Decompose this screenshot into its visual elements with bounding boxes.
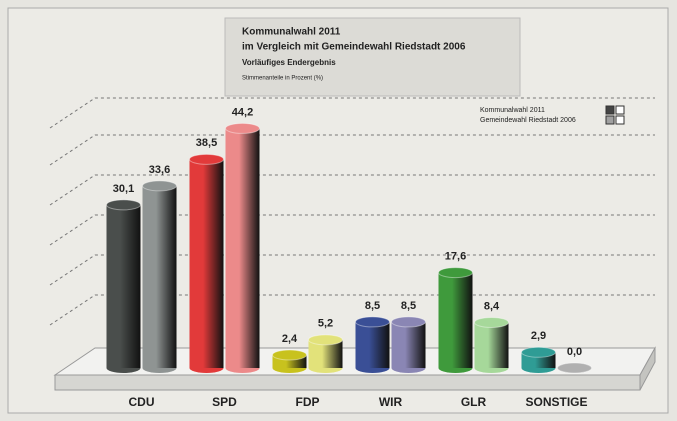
- legend-label: Kommunalwahl 2011: [480, 107, 545, 114]
- bar-top: [391, 316, 426, 328]
- bar-top: [557, 362, 592, 374]
- value-label: 33,6: [149, 164, 170, 176]
- bar: [189, 159, 224, 368]
- value-label: 2,4: [282, 333, 298, 345]
- bar-top: [142, 180, 177, 192]
- legend-label: Gemeindewahl Riedstadt 2006: [480, 117, 576, 124]
- x-tick-label: WIR: [379, 395, 403, 409]
- value-label: 44,2: [232, 106, 253, 118]
- value-label: 38,5: [196, 137, 217, 149]
- x-tick-label: GLR: [461, 395, 487, 409]
- value-label: 8,5: [401, 300, 416, 312]
- value-label: 2,9: [531, 330, 546, 342]
- background-grid: [49, 97, 655, 326]
- value-label: 0,0: [567, 346, 582, 358]
- bar: [438, 272, 473, 368]
- bar: [391, 321, 426, 368]
- value-label: 8,4: [484, 300, 500, 312]
- bar-top: [225, 122, 260, 134]
- bar-top: [521, 346, 556, 358]
- value-label: 30,1: [113, 183, 134, 195]
- legend-swatch: [605, 105, 615, 115]
- chart-title: Kommunalwahl 2011: [242, 27, 341, 38]
- chart-note: Vorläufiges Endergebnis: [242, 58, 336, 67]
- x-tick-label: CDU: [129, 395, 155, 409]
- bar: [474, 322, 509, 368]
- bar-top: [438, 267, 473, 279]
- title-box: [224, 17, 521, 97]
- bar-top: [189, 153, 224, 165]
- floor-side: [639, 346, 656, 391]
- value-label: 17,6: [445, 251, 466, 263]
- value-label: 5,2: [318, 318, 333, 330]
- bar-top: [474, 316, 509, 328]
- x-tick-label: SPD: [212, 395, 237, 409]
- legend-swatch: [615, 115, 625, 125]
- bar-top: [272, 349, 307, 361]
- x-tick-label: FDP: [296, 395, 320, 409]
- legend-swatch: [615, 105, 625, 115]
- value-label: 8,5: [365, 300, 380, 312]
- bar: [225, 128, 260, 368]
- legend-swatch: [605, 115, 615, 125]
- bar: [355, 321, 390, 368]
- y-axis-label: Stimmenanteile in Prozent (%): [242, 76, 323, 82]
- bar-top: [355, 316, 390, 328]
- bar: [106, 204, 141, 368]
- x-tick-label: SONSTIGE: [525, 395, 587, 409]
- bar-top: [106, 199, 141, 211]
- chart-subtitle: im Vergleich mit Gemeindewahl Riedstadt …: [242, 42, 466, 53]
- bar: [142, 185, 177, 368]
- floor-front: [54, 374, 641, 391]
- bar-top: [308, 334, 343, 346]
